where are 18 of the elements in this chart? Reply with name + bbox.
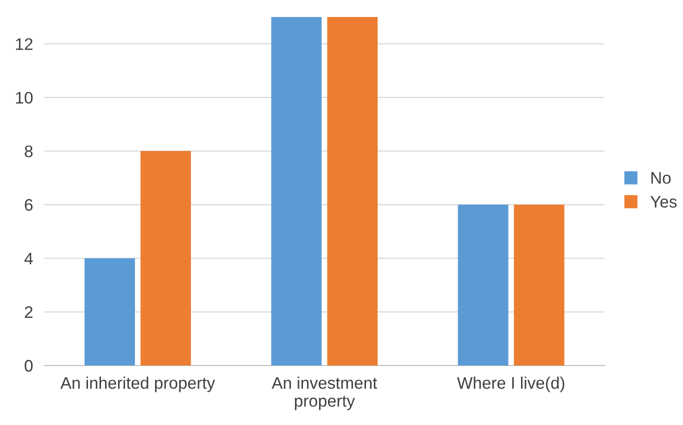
bar — [84, 258, 135, 366]
y-tick-label: 10 — [16, 92, 33, 104]
y-tick-label: 8 — [24, 145, 33, 158]
bar — [514, 204, 564, 366]
legend-label: No — [651, 172, 671, 184]
x-tick-label: Where I live(d) — [457, 376, 564, 392]
y-tick-label: 12 — [16, 38, 32, 50]
y-tick-label: 4 — [24, 252, 33, 264]
bar — [271, 17, 322, 366]
x-tick-label: An inherited property — [60, 376, 216, 392]
y-tick-label: 6 — [24, 199, 33, 211]
y-tick-label: 2 — [24, 306, 32, 318]
y-tick-label: 0 — [24, 360, 33, 372]
bar — [140, 151, 191, 366]
x-tick-label: An investment property — [272, 376, 378, 410]
bar — [327, 17, 378, 366]
bar — [458, 204, 508, 366]
legend-label: Yes — [650, 196, 677, 208]
